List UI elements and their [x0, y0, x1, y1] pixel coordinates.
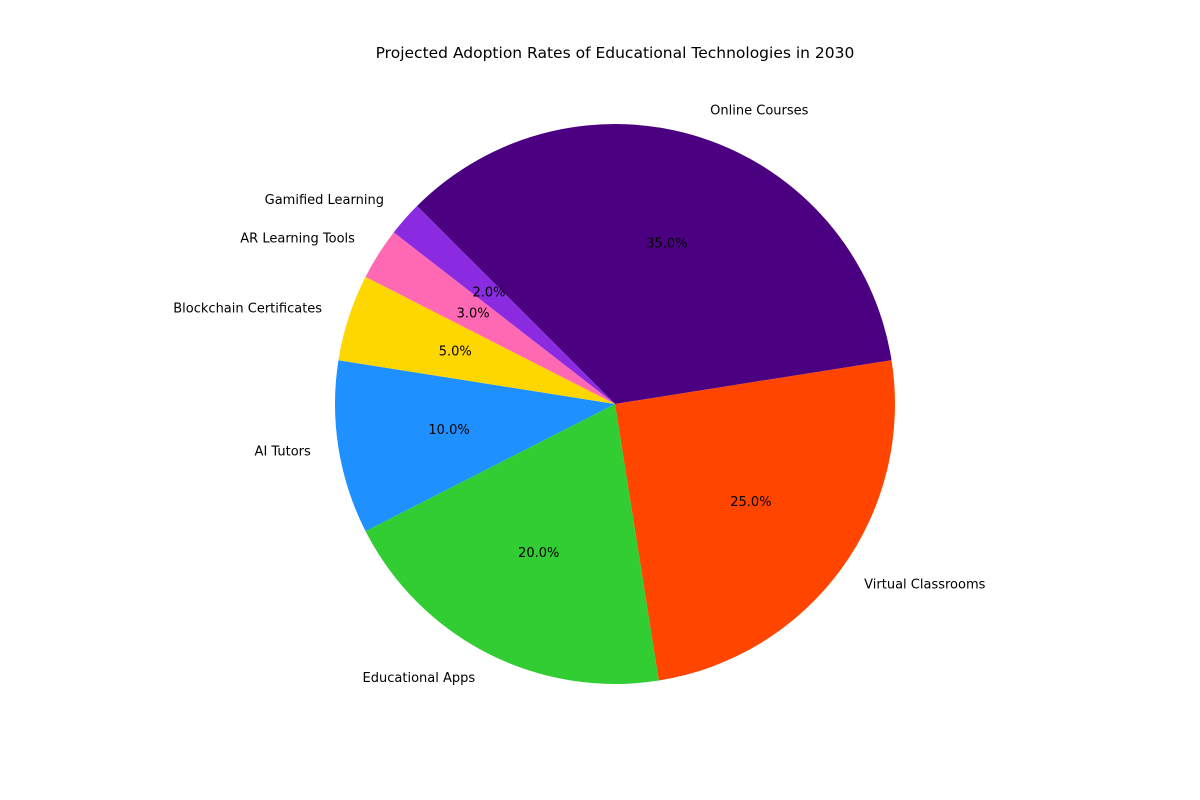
slice-label-educational-apps: Educational Apps	[363, 671, 476, 686]
percent-label-blockchain-certificates: 5.0%	[439, 345, 472, 360]
pie-slice-gamified-learning	[393, 206, 615, 404]
percent-label-online-courses: 35.0%	[646, 237, 687, 252]
slice-labels: Online Courses Virtual Classrooms Educatio…	[173, 104, 985, 686]
slice-label-gamified-learning: Gamified Learning	[265, 193, 384, 208]
pie-slice-virtual-classrooms	[615, 360, 895, 681]
pie-slice-blockchain-certificates	[338, 276, 615, 404]
slice-label-ai-tutors: AI Tutors	[255, 445, 311, 460]
percent-label-virtual-classrooms: 25.0%	[730, 495, 771, 510]
slice-label-blockchain-certificates: Blockchain Certificates	[173, 301, 322, 316]
percent-labels: 35.0% 25.0% 20.0% 10.0% 5.0% 3.0% 2.0%	[428, 237, 771, 561]
chart-title: Projected Adoption Rates of Educational …	[376, 44, 855, 62]
pie-slice-educational-apps	[365, 404, 659, 685]
pie-slice-ar-learning-tools	[365, 232, 615, 404]
pie-slice-online-courses	[417, 124, 892, 404]
slice-label-online-courses: Online Courses	[710, 104, 808, 119]
slice-label-ar-learning-tools: AR Learning Tools	[240, 231, 355, 246]
percent-label-gamified-learning: 2.0%	[472, 285, 505, 300]
percent-label-ai-tutors: 10.0%	[428, 423, 469, 438]
pie-slice-ai-tutors	[335, 360, 615, 532]
percent-label-ar-learning-tools: 3.0%	[457, 306, 490, 321]
pie-slices	[335, 124, 895, 685]
percent-label-educational-apps: 20.0%	[518, 546, 559, 561]
slice-label-virtual-classrooms: Virtual Classrooms	[864, 578, 985, 593]
